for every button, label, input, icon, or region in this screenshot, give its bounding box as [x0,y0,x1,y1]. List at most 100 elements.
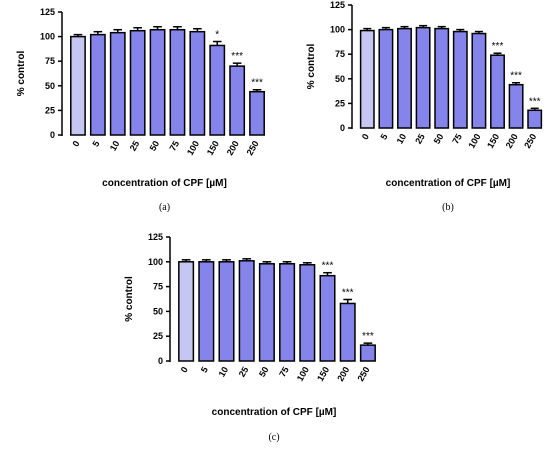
x-tick-label: 100 [185,139,201,157]
x-tick-label: 100 [466,132,482,150]
x-tick-label: 75 [450,132,464,146]
x-tick-label: 0 [179,365,190,374]
bar [508,83,524,129]
y-tick-label: 100 [40,32,55,42]
x-tick-label: 150 [485,132,501,150]
bar [490,54,505,129]
significance-label: *** [231,51,243,62]
bar [129,29,146,136]
y-tick-label: 125 [148,232,163,242]
x-tick-label: 5 [90,139,101,148]
y-tick-label: 125 [40,7,55,17]
y-tick-label: 50 [335,74,345,84]
x-tick-label: 5 [199,365,210,374]
x-tick-label: 75 [168,139,182,153]
significance-label: *** [529,96,541,107]
significance-label: * [215,30,219,41]
y-tick-label: 0 [50,130,55,140]
x-tick-label: 25 [128,139,142,153]
y-tick-label: 75 [45,56,55,66]
y-tick-label: 100 [330,25,345,35]
significance-label: *** [492,41,504,52]
x-tick-label: 50 [432,132,446,146]
bar [149,28,166,136]
y-tick-label: 50 [153,306,163,316]
bar [218,261,235,362]
y-axis-title: % control [306,44,317,90]
x-tick-label: 0 [360,132,371,141]
x-tick-label: 5 [378,132,389,141]
bar [527,109,543,129]
significance-label: *** [342,287,354,298]
bar [249,90,265,136]
y-tick-label: 75 [153,282,163,292]
x-tick-label: 250 [355,365,371,383]
bar [238,260,255,362]
x-axis-title: concentration of CPF [µM] [386,178,511,189]
y-axis-title: % control [16,51,27,97]
bar [229,65,246,136]
x-tick-label: 50 [257,365,271,379]
bar [109,31,126,136]
bar [198,261,215,362]
panel-label: (c) [268,432,279,443]
x-tick-label: 50 [148,139,162,153]
panel-label: (b) [442,202,454,213]
x-tick-label: 150 [205,139,221,157]
bar [319,274,336,362]
y-tick-label: 25 [153,331,163,341]
significance-label: *** [362,331,374,342]
y-tick-label: 50 [45,81,55,91]
x-tick-label: 25 [237,365,251,379]
x-tick-label: 0 [71,139,82,148]
x-tick-label: 10 [108,139,122,153]
bar [209,44,226,136]
significance-label: *** [510,71,522,82]
y-tick-label: 25 [45,105,55,115]
significance-label: *** [322,261,334,272]
x-axis-title: concentration of CPF [µM] [212,407,337,418]
bar [434,27,450,129]
y-tick-label: 0 [158,356,163,366]
bar [359,29,375,129]
y-tick-label: 125 [330,0,345,10]
x-tick-label: 200 [335,365,351,383]
bar [452,30,468,129]
y-tick-label: 100 [148,257,163,267]
x-tick-label: 25 [413,132,427,146]
bar [89,33,106,136]
panel-label: (a) [159,202,170,213]
bar [169,28,186,136]
y-tick-label: 75 [335,49,345,59]
significance-label: *** [251,78,263,89]
x-tick-label: 200 [504,132,520,150]
y-axis-title: % control [124,276,135,322]
bar [299,264,316,362]
x-tick-label: 200 [225,139,241,157]
bar [178,261,195,362]
bar [258,263,275,362]
x-tick-label: 150 [315,365,331,383]
x-tick-label: 250 [245,139,261,157]
y-tick-label: 25 [335,98,345,108]
x-tick-label: 10 [395,132,409,146]
bar [279,263,296,362]
x-axis-title: concentration of CPF [µM] [102,178,227,189]
bar [471,32,487,129]
x-tick-label: 10 [217,365,231,379]
bar [378,28,394,129]
x-tick-label: 100 [295,365,311,383]
bar [397,27,412,129]
bar [415,26,431,129]
y-tick-label: 0 [340,123,345,133]
x-tick-label: 250 [522,132,538,150]
bar [359,344,376,362]
x-tick-label: 75 [277,365,291,379]
bar [339,302,356,362]
bar [189,30,206,136]
bar [70,35,86,136]
